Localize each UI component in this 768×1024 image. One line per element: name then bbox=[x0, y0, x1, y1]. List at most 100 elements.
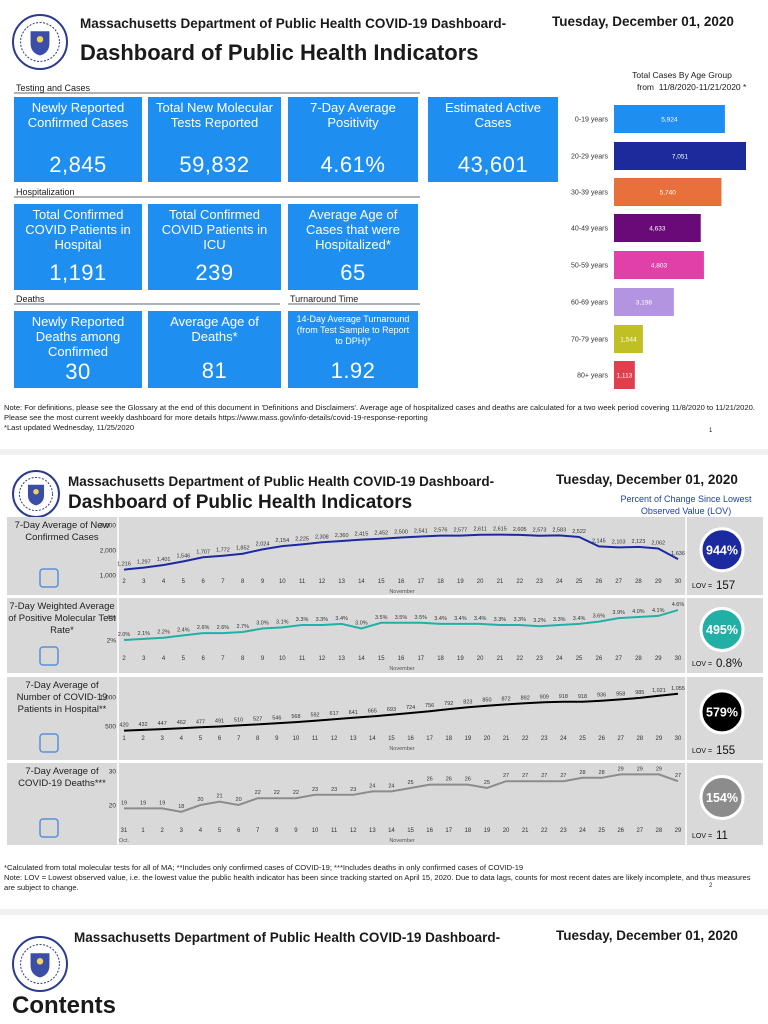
data-label: 491 bbox=[215, 719, 224, 725]
data-label: 985 bbox=[635, 690, 644, 696]
x-tick-label: 10 bbox=[279, 656, 286, 662]
data-label: 2,360 bbox=[335, 533, 349, 539]
indicator-tile: Total Confirmed COVID Patients in Hospit… bbox=[14, 204, 142, 290]
tile-value: 65 bbox=[340, 260, 366, 285]
data-label: 3.3% bbox=[513, 617, 526, 623]
x-tick-label: 18 bbox=[465, 828, 472, 834]
data-label: 22 bbox=[255, 790, 261, 796]
indicator-tile: Total New Molecular Tests Reported 59,832 bbox=[148, 97, 281, 182]
lov-legend: Percent of Change Since Lowest Observed … bbox=[620, 494, 752, 516]
x-tick-label: 28 bbox=[635, 656, 642, 662]
x-tick-label: 3 bbox=[142, 656, 146, 662]
tile-value: 43,601 bbox=[457, 152, 529, 177]
x-tick-label: 5 bbox=[182, 579, 186, 585]
data-label: 1,546 bbox=[176, 553, 190, 559]
x-tick-label: 29 bbox=[656, 736, 663, 742]
data-label: 19 bbox=[121, 800, 127, 806]
tile-label: Total Confirmed COVID Patients in Hospit… bbox=[25, 207, 131, 252]
lov-label: LOV = bbox=[692, 833, 712, 840]
data-label: 27 bbox=[503, 773, 509, 779]
data-label: 3.2% bbox=[533, 618, 546, 624]
header-subtitle: Dashboard of Public Health Indicators bbox=[80, 40, 479, 65]
x-tick-label: 31 bbox=[121, 828, 128, 834]
x-tick-label: 17 bbox=[445, 828, 452, 834]
bar-category-label: 70-79 years bbox=[571, 337, 608, 344]
change-badge bbox=[699, 607, 745, 652]
header-date: Tuesday, December 01, 2020 bbox=[552, 14, 734, 29]
bar bbox=[614, 105, 725, 133]
x-tick-label: 6 bbox=[218, 736, 222, 742]
x-axis-label: November bbox=[389, 746, 415, 752]
y-tick-label: 20 bbox=[109, 803, 117, 810]
chart-label: 7-Day Average of New Confirmed Cases bbox=[14, 520, 110, 543]
data-label: 23 bbox=[312, 787, 318, 793]
x-tick-label: 11 bbox=[331, 828, 338, 834]
data-label: 4.1% bbox=[652, 608, 665, 614]
change-label: 944% bbox=[706, 543, 738, 557]
x-tick-label: 25 bbox=[576, 656, 583, 662]
x-tick-label: 30 bbox=[675, 736, 682, 742]
indicator-tile: Estimated Active Cases 43,601 bbox=[428, 97, 558, 182]
data-label: 918 bbox=[578, 694, 587, 700]
data-label: 26 bbox=[465, 777, 471, 783]
lov-label: LOV = bbox=[692, 661, 712, 668]
data-label: 792 bbox=[444, 701, 453, 707]
page-number: 1 bbox=[709, 428, 713, 434]
x-tick-label: 21 bbox=[497, 656, 504, 662]
data-label: 3.9% bbox=[612, 610, 625, 616]
x-tick-label: 29 bbox=[655, 579, 662, 585]
footnote: Note: LOV = Lowest observed value, i.e. … bbox=[4, 873, 751, 892]
lov-value: 0.8% bbox=[716, 658, 742, 670]
data-label: 2,500 bbox=[394, 530, 408, 536]
x-tick-label: 17 bbox=[426, 736, 433, 742]
contents-heading: Contents bbox=[12, 992, 116, 1019]
data-label: 21 bbox=[216, 794, 222, 800]
data-label: 909 bbox=[540, 694, 549, 700]
data-line bbox=[123, 609, 679, 641]
data-line bbox=[124, 773, 679, 813]
change-badge bbox=[699, 527, 745, 573]
x-tick-label: 13 bbox=[338, 656, 345, 662]
page-number: 2 bbox=[709, 883, 713, 889]
x-tick-label: 5 bbox=[182, 656, 186, 662]
x-tick-label: 26 bbox=[617, 828, 624, 834]
data-label: 3.3% bbox=[553, 617, 566, 623]
data-label: 28 bbox=[599, 770, 605, 776]
data-label: 3.3% bbox=[494, 617, 507, 623]
data-label: 2,577 bbox=[453, 528, 467, 534]
x-tick-label: 8 bbox=[256, 736, 260, 742]
chart-label: 7-Day Average of Number of COVID-19 Pati… bbox=[16, 680, 108, 715]
x-tick-label: 14 bbox=[388, 828, 395, 834]
x-tick-label: 6 bbox=[201, 656, 205, 662]
x-tick-label: 20 bbox=[477, 579, 484, 585]
x-tick-label: 13 bbox=[369, 828, 376, 834]
data-label: 4.0% bbox=[632, 609, 645, 615]
x-tick-label: 15 bbox=[378, 579, 385, 585]
data-label: 28 bbox=[579, 770, 585, 776]
data-label: 25 bbox=[484, 780, 490, 786]
data-label: 19 bbox=[140, 800, 146, 806]
indicator-tile: Newly Reported Confirmed Cases 2,845 bbox=[14, 97, 142, 182]
x-tick-label: 8 bbox=[241, 579, 245, 585]
x-tick-label: 10 bbox=[293, 736, 300, 742]
x-tick-label: 2 bbox=[161, 828, 165, 834]
data-label: 2,522 bbox=[572, 529, 586, 535]
seal-ring bbox=[20, 22, 60, 62]
seal-shield bbox=[30, 953, 50, 978]
data-label: 756 bbox=[425, 703, 434, 709]
x-tick-label: 18 bbox=[437, 656, 444, 662]
change-label: 154% bbox=[706, 791, 738, 805]
data-label: 527 bbox=[253, 716, 262, 722]
data-label: 918 bbox=[559, 694, 568, 700]
data-label: 3.0% bbox=[355, 621, 368, 627]
data-label: 3.5% bbox=[375, 615, 388, 621]
y-tick-label: 30 bbox=[109, 769, 117, 776]
data-label: 693 bbox=[387, 707, 396, 713]
x-tick-label: 9 bbox=[261, 579, 265, 585]
x-tick-label: 21 bbox=[503, 736, 510, 742]
indicator-tile: 7-Day Average Positivity 4.61% bbox=[288, 97, 418, 182]
x-tick-label: 11 bbox=[299, 656, 306, 662]
